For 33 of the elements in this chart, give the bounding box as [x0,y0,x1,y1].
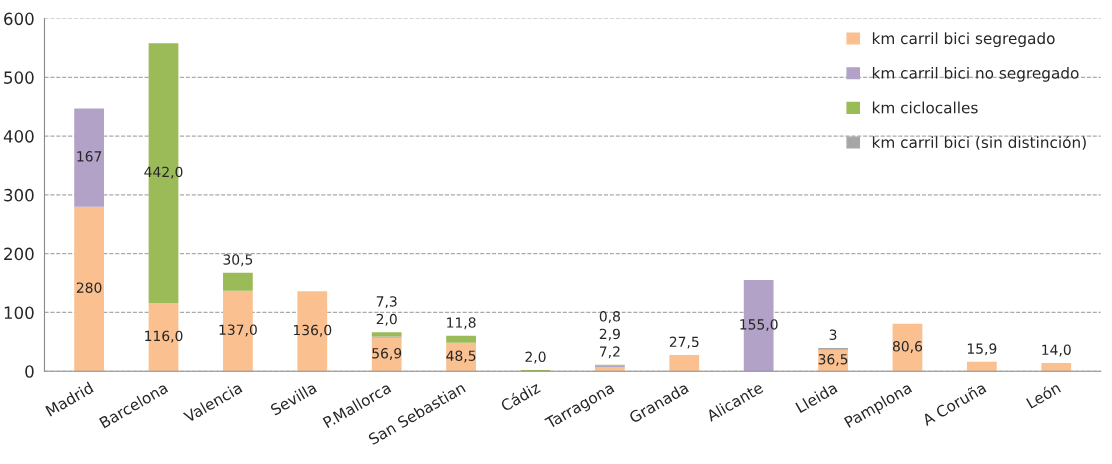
data-label: 7,3 [376,296,397,309]
data-label: 7,2 [599,346,620,359]
legend-label: km carril bici no segregado [872,66,1079,82]
data-label: 116,0 [145,330,183,343]
data-label: 280 [76,282,102,293]
data-label: 80,6 [892,341,923,353]
y-tick-label: 0 [25,365,34,378]
data-label: 2,9 [599,328,620,341]
data-label: 2,0 [376,313,397,326]
y-tick-label: 100 [4,306,34,319]
y-tick-label: 600 [4,12,34,26]
data-label: 56,9 [372,348,402,360]
y-tick-label: 500 [4,71,34,84]
data-label: 14,0 [1042,344,1071,357]
data-label: 48,5 [446,350,476,363]
data-label: 30,5 [223,254,253,267]
data-label: 2,0 [525,351,546,364]
data-label: 137,0 [219,324,257,337]
y-tick-label: 400 [3,130,34,143]
y-tick-label: 300 [4,188,34,202]
data-label: 136,0 [293,324,332,337]
legend-label: km ciclocalles [872,101,978,114]
data-label: 36,5 [818,354,848,366]
data-label: 27,5 [669,336,699,349]
data-label: 11,8 [447,317,476,330]
x-tick-label: León [1025,381,1062,409]
data-label: 167 [77,151,102,162]
y-tick-label: 200 [4,247,34,261]
data-label: 3 [829,329,837,340]
legend-label: km carril bici (sin distinción) [872,135,1086,150]
data-label: 15,9 [967,343,997,356]
data-label: 0,8 [599,311,620,323]
legend-label: km carril bici segregado [872,32,1055,48]
